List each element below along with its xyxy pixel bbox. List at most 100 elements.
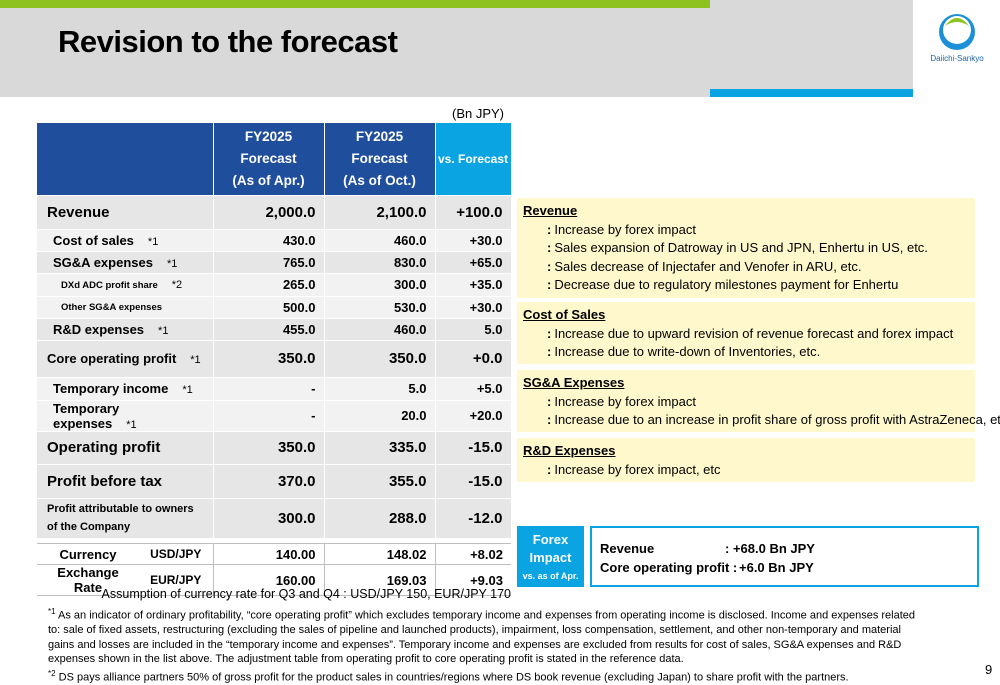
- note-line: : Increase by forex impact: [547, 393, 696, 409]
- table-row: Profit before tax 370.0 355.0 -15.0: [37, 464, 512, 499]
- cell-oct: 20.0: [324, 400, 436, 432]
- table-row: R&D expenses *1 455.0 460.0 5.0: [37, 318, 512, 341]
- row-label-line2: of the Company: [47, 521, 131, 533]
- forex-revenue-label: Revenue: [600, 541, 655, 556]
- forex-cop-label: Core operating profit :: [600, 560, 738, 575]
- cell-vs: +30.0: [435, 296, 512, 319]
- row-label: R&D expenses *1: [37, 318, 214, 341]
- note-title: Cost of Sales: [523, 307, 606, 322]
- forex-impact-box: Revenue : +68.0 Bn JPY Core operating pro…: [590, 526, 979, 587]
- row-label: Revenue: [37, 195, 214, 230]
- cell-oct: 355.0: [324, 464, 436, 499]
- header-blue-bar: [710, 89, 913, 97]
- note-mark: *1: [190, 354, 201, 366]
- cell-apr: 350.0: [213, 431, 325, 465]
- forex-label-sub: vs. as of Apr.: [522, 571, 579, 581]
- cell-oct: 830.0: [324, 251, 436, 274]
- unit-label: (Bn JPY): [452, 106, 505, 121]
- cell-apr: 370.0: [213, 464, 325, 499]
- forex-label-line1: Forex: [532, 532, 569, 547]
- table-row: SG&A expenses *1 765.0 830.0 +65.0: [37, 251, 512, 274]
- note-sga-expenses: SG&A Expenses : Increase by forex impact …: [517, 370, 1000, 432]
- forecast-table: FY2025 Forecast (As of Apr.) FY2025 Fore…: [37, 123, 512, 539]
- cell-vs: 5.0: [435, 318, 512, 341]
- forex-revenue-value: : +68.0 Bn JPY: [725, 541, 815, 556]
- cell-vs: +20.0: [435, 400, 512, 432]
- header-apr-line3: (As of Apr.): [232, 172, 305, 188]
- cell-apr: 300.0: [213, 498, 325, 539]
- cell-vs: -15.0: [435, 464, 512, 499]
- logo-mark-icon: [939, 14, 975, 50]
- row-label: DXd ADC profit share *2: [37, 273, 214, 297]
- cell-apr: 500.0: [213, 296, 325, 319]
- row-label-line1: Profit attributable to owners: [47, 503, 194, 515]
- currency-assumption: Assumption of currency rate for Q3 and Q…: [101, 587, 511, 601]
- currency-apr: 140.00: [213, 543, 325, 565]
- table-row: Cost of sales *1 430.0 460.0 +30.0: [37, 229, 512, 252]
- cell-vs: -12.0: [435, 498, 512, 539]
- currency-apr: 160.00: [213, 564, 325, 596]
- row-label: Other SG&A expenses: [37, 296, 214, 319]
- header-vs: vs. Forecast: [435, 123, 512, 196]
- table-row: Core operating profit *1 350.0 350.0 +0.0: [37, 340, 512, 378]
- table-row: Temporary expenses *1 - 20.0 +20.0: [37, 400, 512, 432]
- footnote-1: *1 As an indicator of ordinary profitabi…: [48, 607, 916, 666]
- header-apr: FY2025 Forecast (As of Apr.): [213, 123, 325, 196]
- cell-oct: 460.0: [324, 318, 436, 341]
- forex-revenue: Revenue : +68.0 Bn JPY: [600, 539, 969, 558]
- header-apr-line2: Forecast: [240, 150, 297, 166]
- cell-oct: 5.0: [324, 377, 436, 401]
- currency-vs: +8.02: [435, 543, 511, 565]
- table-row: Operating profit 350.0 335.0 -15.0: [37, 431, 512, 465]
- cell-apr: -: [213, 377, 325, 401]
- row-label: Temporary income *1: [37, 377, 214, 401]
- forex-impact-label: Forex Impact vs. as of Apr.: [517, 526, 584, 587]
- cell-apr: 455.0: [213, 318, 325, 341]
- cell-apr: 350.0: [213, 340, 325, 378]
- cell-oct: 288.0: [324, 498, 436, 539]
- currency-oct: 148.02: [324, 543, 436, 565]
- cell-vs: +0.0: [435, 340, 512, 378]
- note-rd-expenses: R&D Expenses : Increase by forex impact, …: [517, 438, 975, 482]
- note-line: : Sales decrease of Injectafer and Venofe…: [547, 258, 862, 274]
- note-mark: *1: [182, 384, 193, 396]
- company-logo: Daiichi-Sankyo: [930, 12, 984, 72]
- header-oct-line1: FY2025: [355, 128, 404, 144]
- forex-cop-value: +6.0 Bn JPY: [739, 560, 814, 575]
- note-mark: *2: [171, 278, 183, 291]
- cell-vs: +5.0: [435, 377, 512, 401]
- cell-apr: 2,000.0: [213, 195, 325, 230]
- cell-apr: -: [213, 400, 325, 432]
- note-cost-of-sales: Cost of Sales : Increase due to upward re…: [517, 302, 975, 364]
- currency-row: Exchange Rate EUR/JPY 160.00 169.03 +9.0…: [37, 564, 511, 596]
- table-row: Other SG&A expenses 500.0 530.0 +30.0: [37, 296, 512, 319]
- note-title: R&D Expenses: [523, 443, 616, 458]
- note-line: : Increase due to write-down of Inventori…: [547, 344, 821, 359]
- note-mark: *1: [166, 257, 178, 270]
- cell-oct: 335.0: [324, 431, 436, 465]
- note-title: SG&A Expenses: [523, 375, 625, 390]
- forex-cop: Core operating profit : +6.0 Bn JPY: [600, 558, 969, 577]
- logo-text: Daiichi-Sankyo: [930, 54, 984, 63]
- note-line: : Decrease due to regulatory milestones p…: [547, 277, 899, 292]
- note-line: : Increase by forex impact: [547, 221, 696, 237]
- cell-oct: 2,100.0: [324, 195, 436, 230]
- forex-label-line2: Impact: [529, 550, 572, 565]
- page-title: Revision to the forecast: [58, 24, 398, 59]
- note-mark: *1: [147, 235, 159, 248]
- cell-vs: +30.0: [435, 229, 512, 252]
- cell-oct: 460.0: [324, 229, 436, 252]
- footnote-2: *2 DS pays alliance partners 50% of gros…: [48, 668, 849, 684]
- header-oct: FY2025 Forecast (As of Oct.): [324, 123, 436, 196]
- note-line: : Increase due to upward revision of reve…: [547, 325, 954, 341]
- header-accent-bar: [0, 0, 710, 8]
- table-header-row: FY2025 Forecast (As of Apr.) FY2025 Fore…: [37, 123, 512, 196]
- table-row: Profit attributable to owners of the Com…: [37, 498, 512, 539]
- cell-vs: +100.0: [435, 195, 512, 230]
- note-title: Revenue: [523, 203, 578, 218]
- row-label: Core operating profit *1: [37, 340, 214, 378]
- row-label: SG&A expenses *1: [37, 251, 214, 274]
- currency-pair: EUR/JPY: [139, 564, 214, 596]
- row-label: Operating profit: [37, 431, 214, 465]
- note-line: : Increase due to an increase in profit s…: [547, 412, 1000, 427]
